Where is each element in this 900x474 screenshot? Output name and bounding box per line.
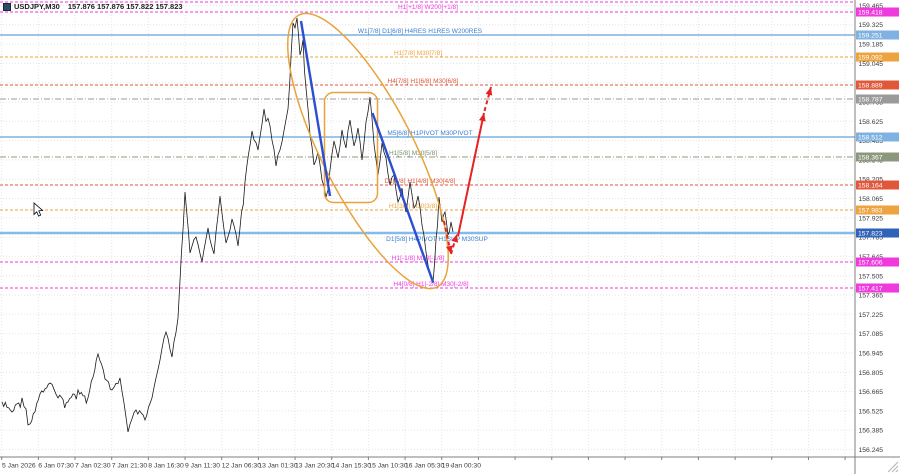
price-tag-value-bid-line: 157.823: [858, 230, 883, 237]
price-axis-label: 158.065: [859, 196, 884, 203]
level-text-mm-plus1-8: H1[+1/8] W200[+1/8]: [398, 4, 458, 11]
price-axis-label: 158.205: [859, 177, 884, 184]
price-axis-label: 158.625: [859, 119, 884, 126]
forecast-arrow-up-head[interactable]: [479, 113, 486, 122]
price-axis-label: 157.925: [859, 215, 884, 222]
forecast-arrow-up-ext-head[interactable]: [485, 87, 493, 96]
price-tag-value-pivot-gray: 158.787: [858, 96, 883, 103]
price-tag-mm-7-8: [856, 52, 899, 62]
level-text-mm-3-8: H1[3/8] M30[3/8]: [389, 203, 437, 210]
price-axis-label: 158.485: [859, 138, 884, 145]
price-tag-pivot-blue: [856, 132, 899, 142]
price-tag-value-pivot-blue: 158.512: [858, 134, 883, 141]
price-tag-mm-4-8: [856, 180, 899, 190]
price-tag-mm-3-8: [856, 205, 899, 215]
price-tag-pivot-gray: [856, 94, 899, 104]
symbol-icon: [3, 2, 11, 11]
level-text-pivot-blue: M5[6/8] H1PIVOT M30PIVOT: [387, 130, 472, 137]
symbol-timeframe-label: USDJPY,M30: [14, 2, 60, 11]
price-tag-mm-minus2-8: [856, 283, 899, 293]
price-tag-mm-minus1-8: [856, 257, 899, 267]
price-tag-mm-5-8: [856, 152, 899, 162]
price-tag-mm-plus1-8: [856, 7, 899, 17]
level-text-mm-5-8: H1[5/8] M30[5/8]: [389, 150, 437, 157]
price-axis-label: 156.245: [859, 447, 884, 454]
price-tag-value-res-blue: 159.251: [858, 32, 883, 39]
price-tag-value-mm-7-8: 159.092: [858, 54, 883, 61]
forecast-arrow-retest-head[interactable]: [451, 234, 458, 243]
time-axis-label: 12 Jan 06:30: [222, 463, 262, 470]
time-axis-label: 7 Jan 02:30: [75, 463, 111, 470]
level-text-mm-4-8: D1[4/8] H1[4/8] M30[4/8]: [385, 178, 456, 185]
price-tag-mm-6-8: [856, 80, 899, 90]
time-axis-label: 7 Jan 21:30: [112, 463, 148, 470]
price-axis-label: 156.805: [859, 370, 884, 377]
price-tag-value-mm-6-8: 158.889: [858, 82, 883, 89]
price-axis-label: 156.665: [859, 389, 884, 396]
price-tag-bid-line: [856, 228, 899, 238]
price-axis-label: 157.085: [859, 331, 884, 338]
rectangle-annotation[interactable]: [323, 91, 379, 204]
time-axis-label: 13 Jan 01:30: [258, 463, 298, 470]
price-tag-value-mm-5-8: 158.367: [858, 154, 883, 161]
level-text-bid-line: D1[5/8] H4PIVOT H1SUP M30SUP: [386, 236, 488, 243]
level-text-mm-minus2-8: H4[0/8] H1[-2/8] M30[-2/8]: [393, 281, 468, 288]
time-axis-label: 15 Jan 10:30: [368, 463, 408, 470]
price-axis-label: 156.525: [859, 408, 884, 415]
price-axis-label: 157.365: [859, 293, 884, 300]
chart-title: USDJPY,M30 157.876 157.876 157.822 157.8…: [3, 2, 183, 11]
time-axis-label: 9 Jan 11:30: [185, 463, 220, 470]
price-axis-label: 159.185: [859, 42, 884, 49]
time-axis-label: 6 Jan 07:30: [38, 463, 74, 470]
price-axis-label: 156.945: [859, 351, 884, 358]
level-text-mm-6-8: H4[7/8] H1[6/8] M30[6/8]: [388, 78, 459, 85]
time-axis-label: 13 Jan 20:30: [295, 463, 335, 470]
resize-grip[interactable]: [887, 461, 899, 473]
forecast-arrow-up[interactable]: [457, 112, 485, 237]
price-axis-label: 159.045: [859, 61, 884, 68]
price-axis-label: 156.385: [859, 428, 884, 435]
price-tag-value-mm-minus2-8: 157.417: [858, 285, 883, 292]
ohlc-values: 157.876 157.876 157.822 157.823: [67, 2, 183, 11]
resize-grip[interactable]: [891, 465, 899, 473]
resize-grip[interactable]: [895, 469, 899, 473]
mouse-cursor: [33, 202, 44, 217]
price-tag-value-mm-plus1-8: 159.418: [858, 9, 883, 16]
price-axis-label: 159.325: [859, 22, 884, 29]
price-candles-trace: [1, 17, 454, 433]
price-axis-label: 157.785: [859, 235, 884, 242]
price-tag-value-mm-3-8: 157.983: [858, 207, 883, 214]
price-axis-label: 159.465: [859, 3, 884, 10]
price-tag-value-mm-4-8: 158.164: [858, 182, 883, 189]
time-axis-label: 8 Jan 16:30: [148, 463, 184, 470]
time-axis-label: 5 Jan 2026: [2, 463, 36, 470]
level-text-mm-7-8: H1[7/8] M30[7/8]: [394, 50, 442, 57]
time-axis-label: 14 Jan 15:30: [332, 463, 372, 470]
price-axis-label: 157.505: [859, 273, 884, 280]
price-axis-label: 157.225: [859, 312, 884, 319]
trendline-2[interactable]: [371, 112, 435, 283]
price-tag-value-mm-minus1-8: 157.606: [858, 259, 883, 266]
level-text-res-blue: W1[7/8] D1[6/8] H4RES H1RES W200RES: [358, 28, 483, 35]
trendline-1[interactable]: [299, 20, 332, 197]
time-axis-label: 16 Jan 05:30: [405, 463, 445, 470]
level-text-mm-minus1-8: H1[-1/8] M30[-1/8]: [392, 255, 445, 262]
time-axis-label: 19 Jan 00:30: [442, 463, 482, 470]
chart-shift-marker: *: [450, 463, 453, 472]
price-tag-res-blue: [856, 30, 899, 40]
